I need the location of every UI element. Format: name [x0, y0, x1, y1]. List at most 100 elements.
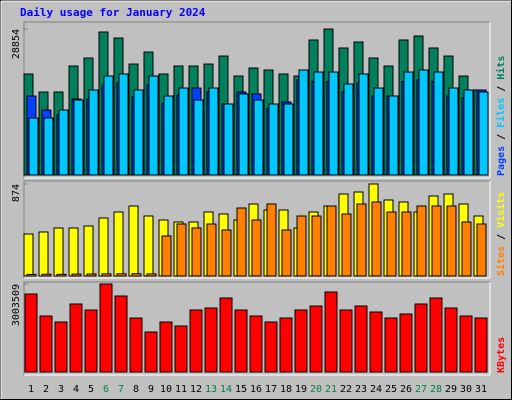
x-tick-label: 11 [175, 384, 187, 395]
x-tick-label: 14 [220, 384, 232, 395]
bar [474, 317, 488, 373]
x-tick-label: 15 [235, 384, 247, 395]
legend-separator: / [496, 128, 507, 146]
chart-title: Daily usage for January 2024 [20, 6, 206, 19]
legend-entry: Hits [495, 56, 507, 80]
x-tick-label: 17 [265, 384, 277, 395]
x-tick-label: 5 [88, 384, 94, 395]
bar [161, 235, 172, 277]
bar [328, 71, 339, 176]
x-tick-label: 12 [190, 384, 202, 395]
x-tick-label: 27 [415, 384, 427, 395]
bar [128, 205, 139, 277]
bar [264, 321, 278, 373]
bar [176, 223, 187, 277]
bar [113, 211, 124, 277]
bar [189, 309, 203, 373]
bar [174, 325, 188, 373]
bar [294, 309, 308, 373]
bar [279, 317, 293, 373]
bar [433, 71, 444, 176]
bar [148, 75, 159, 176]
bar [268, 103, 279, 176]
bar [281, 229, 292, 277]
legend: KBytes [496, 337, 507, 373]
bar [98, 217, 109, 277]
bar [253, 99, 264, 176]
x-tick-label: 30 [460, 384, 472, 395]
bar [178, 87, 189, 176]
bar [238, 93, 249, 176]
legend-entry: Visits [495, 192, 507, 228]
bar [249, 315, 263, 373]
bar [163, 95, 174, 176]
legend-entry: Pages [496, 146, 507, 176]
bar [326, 205, 337, 277]
bar [206, 223, 217, 277]
bar [429, 297, 443, 373]
bar [58, 109, 69, 176]
bar [208, 87, 219, 176]
bar [431, 205, 442, 277]
bar [386, 211, 397, 277]
bar [446, 205, 457, 277]
x-tick-label: 9 [148, 384, 154, 395]
bar [114, 295, 128, 373]
bar [309, 305, 323, 373]
bar [41, 273, 52, 277]
bar [369, 311, 383, 373]
bar [73, 99, 84, 176]
bar [219, 297, 233, 373]
bar [204, 307, 218, 373]
bar [461, 221, 472, 277]
x-tick-label: 21 [325, 384, 337, 395]
legend-entry: Sites [495, 246, 507, 276]
bar [403, 71, 414, 176]
bar [399, 313, 413, 373]
x-tick-label: 23 [355, 384, 367, 395]
bar [371, 201, 382, 277]
bar [88, 89, 99, 176]
x-tick-label: 10 [160, 384, 172, 395]
y-tick-label: 28854 [11, 29, 22, 59]
x-tick-label: 2 [43, 384, 49, 395]
x-tick-label: 24 [370, 384, 382, 395]
bar [99, 283, 113, 373]
bar [131, 273, 142, 277]
bar [356, 203, 367, 277]
bar [68, 227, 79, 277]
bar [118, 73, 129, 176]
bar [388, 95, 399, 176]
bar [401, 211, 412, 277]
legend: Pages / Files / Hits [495, 56, 507, 176]
bar [116, 273, 127, 277]
x-tick-label: 7 [118, 384, 124, 395]
bar [133, 89, 144, 176]
bar [23, 233, 34, 277]
bar [221, 229, 232, 277]
bar [373, 87, 384, 176]
bar [384, 317, 398, 373]
bar [463, 89, 474, 176]
x-tick-label: 8 [133, 384, 139, 395]
bar [251, 219, 262, 277]
legend-entry: KBytes [496, 337, 507, 373]
bar [283, 103, 294, 176]
bar [38, 231, 49, 277]
bar [223, 103, 234, 176]
bar [86, 273, 97, 277]
bar [418, 69, 429, 176]
legend: Sites / Visits [495, 192, 507, 276]
bar [144, 331, 158, 373]
x-tick-label: 22 [340, 384, 352, 395]
bar [341, 213, 352, 277]
bar [191, 227, 202, 277]
bar [71, 273, 82, 277]
bar [193, 99, 204, 176]
bar [476, 223, 487, 277]
bar [28, 117, 39, 176]
bar [53, 227, 64, 277]
bar [39, 315, 53, 373]
bar [478, 91, 489, 176]
